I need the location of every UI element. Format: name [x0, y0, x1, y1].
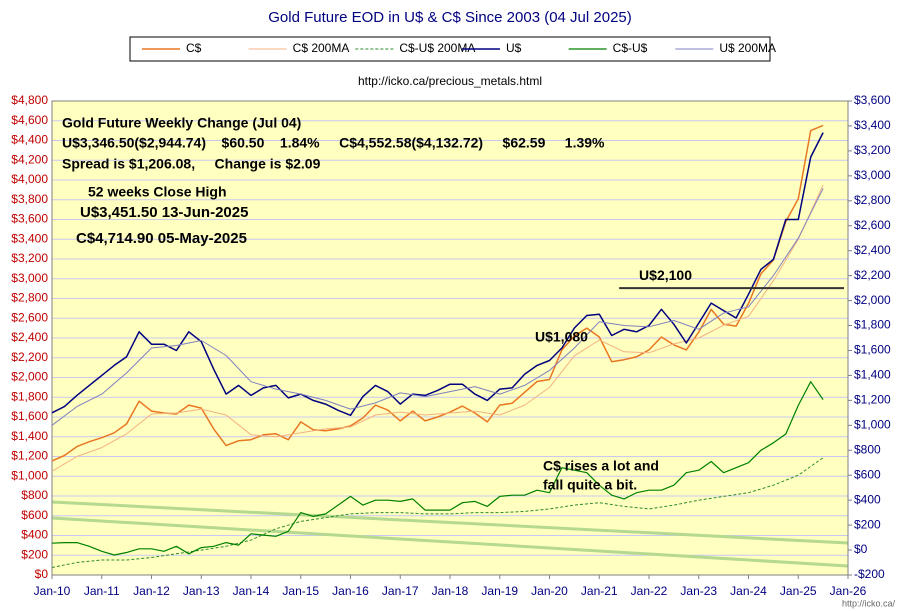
x-tick-label: Jan-21 — [581, 584, 618, 598]
credit: http://icko.ca/ — [842, 598, 896, 608]
y-tick-label: $4,600 — [11, 113, 48, 127]
annotation: Gold Future Weekly Change (Jul 04) — [62, 115, 301, 131]
y2-tick-label: $800 — [854, 442, 881, 456]
annotation: U$3,346.50($2,944.74) $60.50 1.84% C$4,5… — [62, 135, 605, 151]
y2-tick-label: $3,200 — [854, 143, 891, 157]
y-tick-label: $800 — [21, 488, 48, 502]
x-tick-label: Jan-15 — [282, 584, 319, 598]
y-tick-label: $2,200 — [11, 350, 48, 364]
x-tick-label: Jan-18 — [432, 584, 469, 598]
x-tick-label: Jan-14 — [233, 584, 270, 598]
x-tick-label: Jan-19 — [481, 584, 518, 598]
y2-tick-label: $2,800 — [854, 193, 891, 207]
y2-tick-label: $2,400 — [854, 243, 891, 257]
y-tick-label: $200 — [21, 547, 48, 561]
legend-label: C$ — [186, 41, 202, 55]
y2-tick-label: $3,000 — [854, 168, 891, 182]
y-tick-label: $2,600 — [11, 310, 48, 324]
x-tick-label: Jan-20 — [531, 584, 568, 598]
chart-title: Gold Future EOD in U$ & C$ Since 2003 (0… — [268, 9, 632, 26]
y-tick-label: $3,800 — [11, 192, 48, 206]
x-tick-label: Jan-17 — [382, 584, 419, 598]
legend-label: C$-U$ — [613, 41, 648, 55]
y2-tick-label: $600 — [854, 467, 881, 481]
y-tick-label: $1,000 — [11, 468, 48, 482]
legend-label: U$ 200MA — [719, 41, 776, 55]
y2-tick-label: $200 — [854, 517, 881, 531]
y-tick-label: $1,400 — [11, 429, 48, 443]
x-tick-label: Jan-11 — [84, 584, 120, 598]
series-line — [51, 381, 824, 556]
series-line — [51, 184, 824, 472]
series-line — [51, 188, 824, 426]
x-tick-label: Jan-26 — [830, 584, 867, 598]
legend-label: C$ 200MA — [293, 41, 350, 55]
x-tick-label: Jan-10 — [34, 584, 71, 598]
y2-tick-label: $0 — [854, 542, 868, 556]
subtitle: http://icko.ca/precious_metals.html — [358, 74, 542, 88]
y-tick-label: $1,200 — [11, 449, 48, 463]
annotation: U$3,451.50 13-Jun-2025 — [80, 204, 248, 221]
y2-tick-label: $3,400 — [854, 118, 891, 132]
annotation: fall quite a bit. — [543, 477, 637, 493]
y2-tick-label: $1,800 — [854, 318, 891, 332]
y-tick-label: $4,400 — [11, 133, 48, 147]
legend-label: C$-U$ 200MA — [399, 41, 475, 55]
y2-tick-label: $2,600 — [854, 218, 891, 232]
y2-tick-label: $1,200 — [854, 393, 891, 407]
y-tick-label: $1,600 — [11, 409, 48, 423]
y2-tick-label: $1,600 — [854, 343, 891, 357]
annotation: C$4,714.90 05-May-2025 — [76, 230, 247, 247]
y2-tick-label: $3,600 — [854, 93, 891, 107]
y2-tick-label: $2,000 — [854, 293, 891, 307]
y2-tick-label: $2,200 — [854, 268, 891, 282]
series-line — [51, 124, 824, 462]
y-tick-label: $3,400 — [11, 231, 48, 245]
y-tick-label: $3,600 — [11, 212, 48, 226]
y-tick-label: $3,000 — [11, 271, 48, 285]
y-tick-label: $400 — [21, 528, 48, 542]
y-tick-label: $4,800 — [11, 93, 48, 107]
y-tick-label: $0 — [35, 567, 49, 581]
legend — [129, 36, 771, 62]
x-tick-label: Jan-23 — [680, 584, 717, 598]
legend-label: U$ — [506, 41, 522, 55]
x-tick-label: Jan-22 — [631, 584, 668, 598]
y2-tick-label: $400 — [854, 492, 881, 506]
x-tick-label: Jan-13 — [183, 584, 220, 598]
annotation: Spread is $1,206.08, Change is $2.09 — [62, 156, 321, 172]
y-tick-label: $2,000 — [11, 370, 48, 384]
y-tick-label: $4,000 — [11, 172, 48, 186]
y2-tick-label: $1,400 — [854, 368, 891, 382]
x-tick-label: Jan-24 — [730, 584, 767, 598]
reference-label: U$2,100 — [639, 267, 692, 283]
y2-tick-label: $1,000 — [854, 417, 891, 431]
series-line — [51, 457, 824, 568]
annotation: 52 weeks Close High — [88, 184, 227, 200]
x-tick-label: Jan-25 — [780, 584, 817, 598]
annotation: U$1,080 — [535, 329, 588, 345]
y-tick-label: $1,800 — [11, 389, 48, 403]
y-tick-label: $4,200 — [11, 152, 48, 166]
y-tick-label: $2,400 — [11, 330, 48, 344]
y2-tick-label: -$200 — [854, 567, 885, 581]
y-tick-label: $2,800 — [11, 291, 48, 305]
trend-line — [51, 500, 849, 545]
y-tick-label: $600 — [21, 508, 48, 522]
x-tick-label: Jan-16 — [332, 584, 369, 598]
trend-line — [51, 516, 849, 568]
x-tick-label: Jan-12 — [133, 584, 170, 598]
y-tick-label: $3,200 — [11, 251, 48, 265]
annotation: C$ rises a lot and — [543, 458, 659, 474]
